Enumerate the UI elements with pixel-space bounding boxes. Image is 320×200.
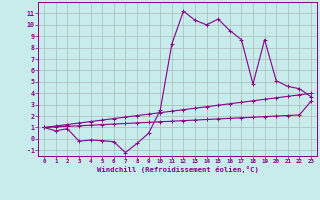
X-axis label: Windchill (Refroidissement éolien,°C): Windchill (Refroidissement éolien,°C) [97, 166, 259, 173]
